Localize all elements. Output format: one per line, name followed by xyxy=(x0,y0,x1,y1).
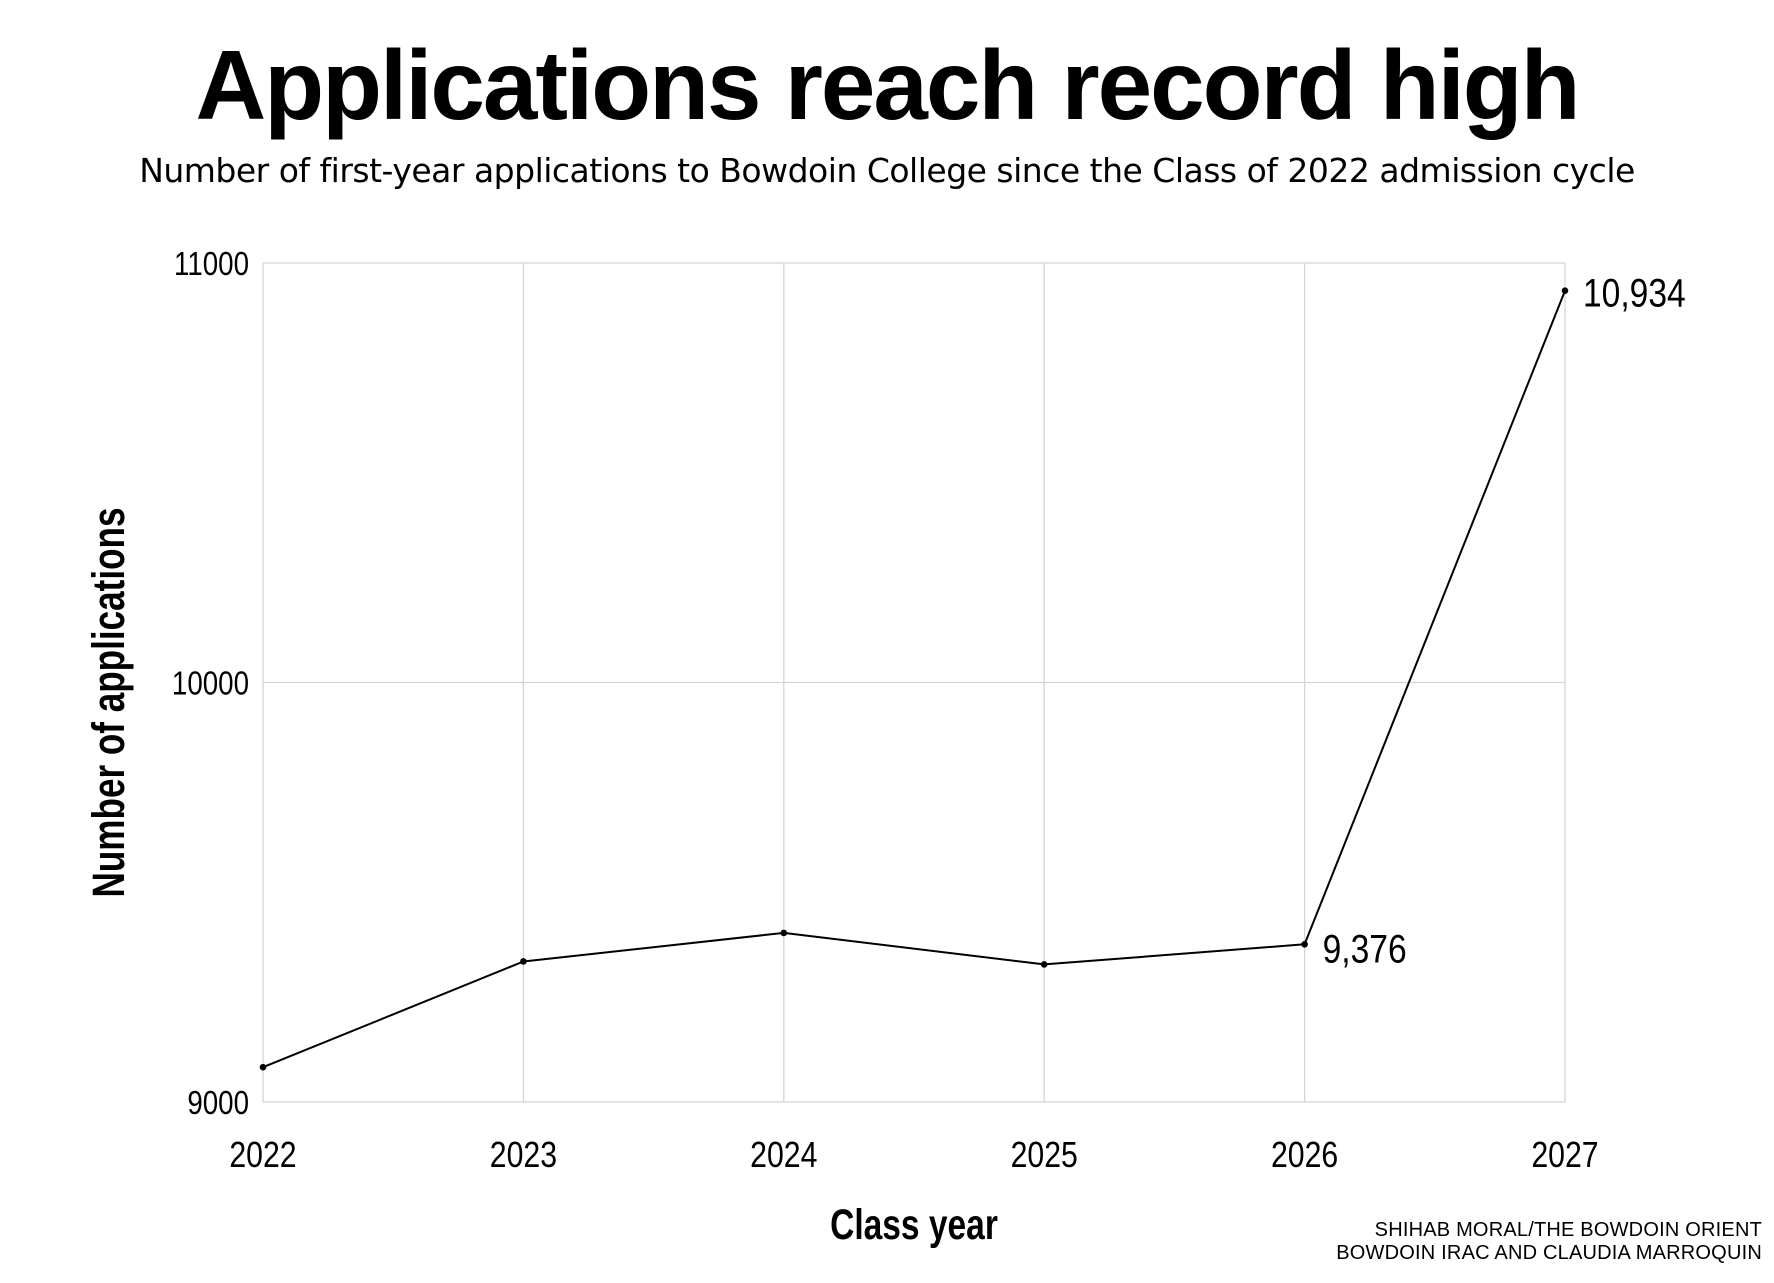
x-tick-label: 2023 xyxy=(490,1136,557,1176)
data-point xyxy=(1561,287,1569,294)
grid xyxy=(262,262,1566,1103)
y-tick-label: 9000 xyxy=(187,1085,249,1122)
labels: 9,376 10,934 xyxy=(1323,271,1686,971)
axes: 9000 10000 11000 2022 2023 2024 2025 2026 2027 Cl… xyxy=(83,246,1599,1249)
series xyxy=(259,287,1569,1071)
data-point xyxy=(259,1063,267,1071)
x-tick-label: 2026 xyxy=(1271,1136,1338,1176)
data-label: 9,376 xyxy=(1323,927,1407,971)
chart-title: Applications reach record high xyxy=(195,30,1580,140)
credit-line-2: BOWDOIN IRAC AND CLAUDIA MARROQUIN xyxy=(1336,1242,1762,1264)
x-tick-label: 2024 xyxy=(750,1136,817,1176)
data-point xyxy=(520,958,527,965)
x-axis-title: Class year xyxy=(830,1201,998,1249)
credit: SHIHAB MORAL/THE BOWDOIN ORIENT BOWDOIN … xyxy=(1336,1219,1762,1265)
x-tick-label: 2025 xyxy=(1011,1136,1078,1176)
data-point xyxy=(1040,961,1048,968)
series-line xyxy=(262,290,1566,1069)
y-tick-label: 11000 xyxy=(174,246,249,283)
credit-line-1: SHIHAB MORAL/THE BOWDOIN ORIENT xyxy=(1374,1219,1762,1241)
data-point xyxy=(780,929,788,937)
data-label: 10,934 xyxy=(1583,271,1686,315)
x-tick-label: 2027 xyxy=(1531,1136,1598,1176)
chart-subtitle: Number of first-year applications to Bow… xyxy=(139,151,1635,190)
y-axis-title: Number of applications xyxy=(83,508,134,898)
x-tick-label: 2022 xyxy=(229,1136,296,1176)
y-tick-label: 10000 xyxy=(172,665,249,702)
data-point xyxy=(1301,940,1308,948)
